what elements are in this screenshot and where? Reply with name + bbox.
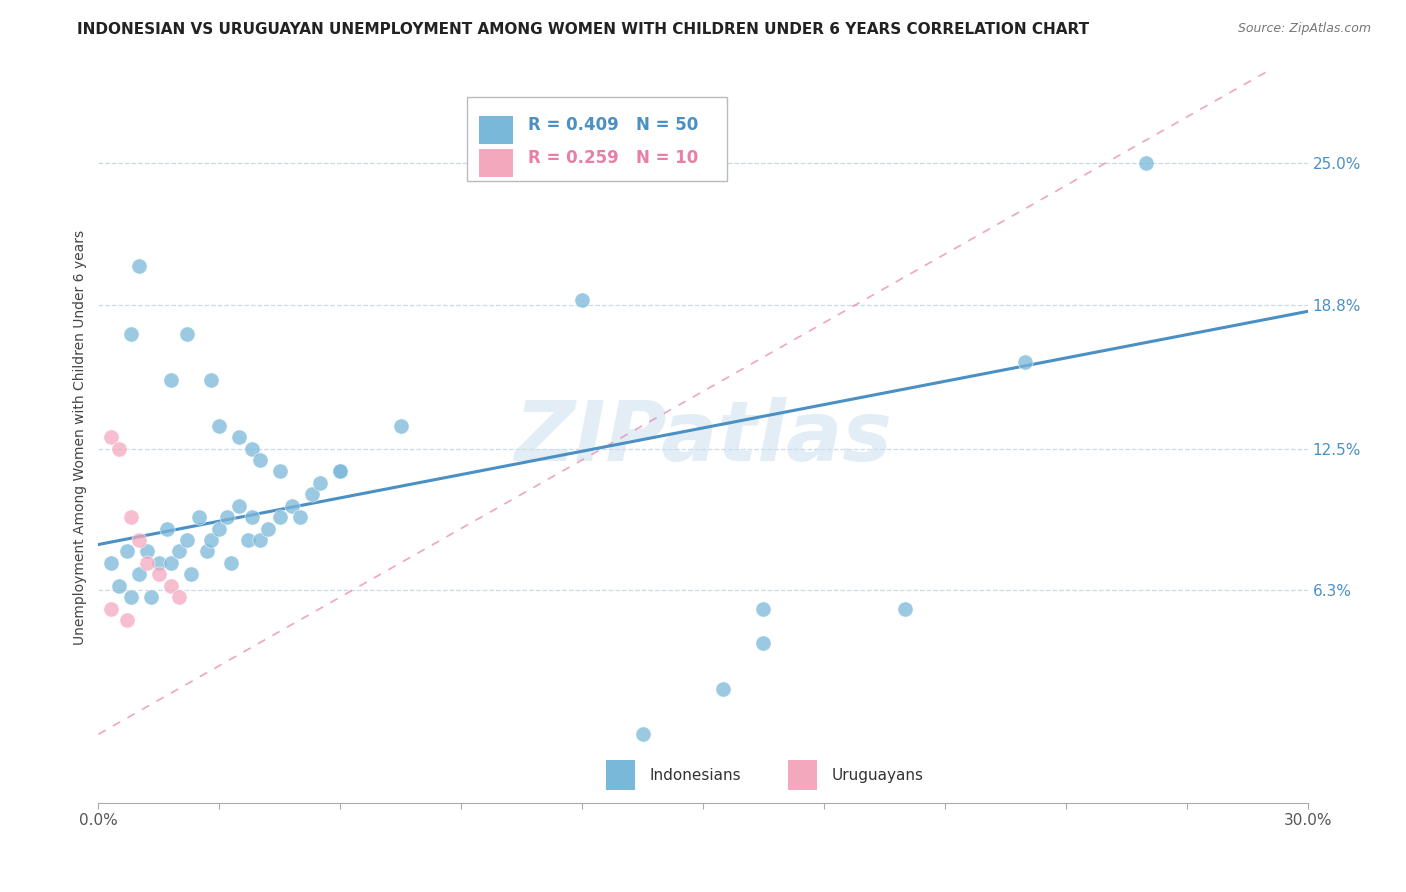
Point <box>389 418 412 433</box>
Point <box>221 556 243 570</box>
Point <box>571 293 593 307</box>
Point <box>100 430 122 444</box>
Text: Uruguayans: Uruguayans <box>831 767 924 782</box>
Text: ZIPatlas: ZIPatlas <box>515 397 891 477</box>
Point <box>120 510 142 524</box>
Point <box>180 567 202 582</box>
Point <box>301 487 323 501</box>
Point <box>329 464 352 478</box>
Point <box>128 259 150 273</box>
Point <box>1135 155 1157 169</box>
Point <box>752 601 775 615</box>
Text: R = 0.409: R = 0.409 <box>527 116 619 134</box>
Bar <box>479 149 513 177</box>
Point <box>309 475 332 490</box>
Text: Source: ZipAtlas.com: Source: ZipAtlas.com <box>1237 22 1371 36</box>
Point <box>752 636 775 650</box>
Point <box>128 533 150 547</box>
Point <box>120 590 142 604</box>
Point <box>249 453 271 467</box>
Point <box>288 510 311 524</box>
Point <box>228 430 250 444</box>
Point <box>176 533 198 547</box>
Point <box>256 521 278 535</box>
Point <box>329 464 352 478</box>
Text: R = 0.259: R = 0.259 <box>527 149 619 167</box>
Point <box>200 533 222 547</box>
Point <box>195 544 218 558</box>
Point <box>249 533 271 547</box>
Point <box>711 681 734 696</box>
Point <box>281 499 304 513</box>
Point <box>107 579 129 593</box>
Point <box>240 442 263 456</box>
Bar <box>787 760 817 789</box>
Bar <box>606 760 636 789</box>
Point <box>188 510 211 524</box>
Point <box>200 373 222 387</box>
Text: N = 50: N = 50 <box>637 116 699 134</box>
Point <box>228 499 250 513</box>
Point <box>115 613 138 627</box>
Point <box>208 418 231 433</box>
Bar <box>479 116 513 144</box>
Point <box>208 521 231 535</box>
Point <box>236 533 259 547</box>
Point <box>128 567 150 582</box>
Point <box>139 590 162 604</box>
Point <box>107 442 129 456</box>
Point <box>160 579 183 593</box>
Point <box>135 556 157 570</box>
Point <box>631 727 654 741</box>
Y-axis label: Unemployment Among Women with Children Under 6 years: Unemployment Among Women with Children U… <box>73 229 87 645</box>
Text: INDONESIAN VS URUGUAYAN UNEMPLOYMENT AMONG WOMEN WITH CHILDREN UNDER 6 YEARS COR: INDONESIAN VS URUGUAYAN UNEMPLOYMENT AMO… <box>77 22 1090 37</box>
Point <box>100 601 122 615</box>
Point <box>893 601 915 615</box>
Point <box>217 510 239 524</box>
Point <box>160 373 183 387</box>
Text: Indonesians: Indonesians <box>650 767 741 782</box>
Text: N = 10: N = 10 <box>637 149 699 167</box>
Point <box>167 590 190 604</box>
Point <box>156 521 179 535</box>
Point <box>269 464 291 478</box>
Point <box>240 510 263 524</box>
Point <box>167 544 190 558</box>
Point <box>100 556 122 570</box>
Point <box>148 556 170 570</box>
Point <box>1014 354 1036 368</box>
Point <box>135 544 157 558</box>
Bar <box>467 97 727 181</box>
Point <box>115 544 138 558</box>
Point <box>176 327 198 342</box>
Point <box>269 510 291 524</box>
Point <box>148 567 170 582</box>
Point <box>160 556 183 570</box>
Point <box>120 327 142 342</box>
